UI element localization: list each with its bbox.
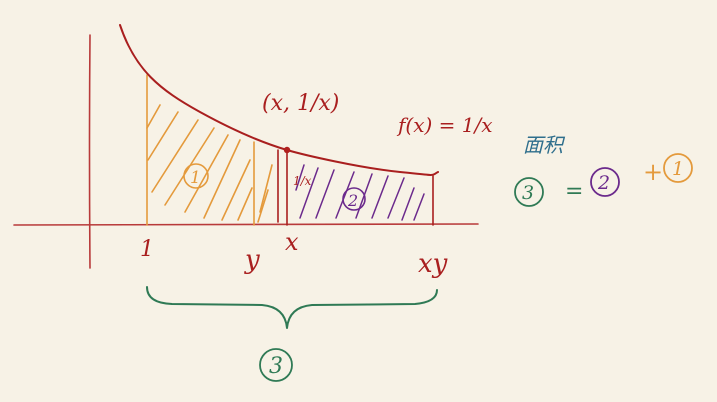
eq-plus: + [643, 158, 663, 186]
function-label: f(x) = 1/x [396, 113, 493, 137]
eq-region-1: 1 [672, 158, 684, 180]
x-tick-y: y [244, 245, 260, 275]
region-3-circle [259, 348, 293, 382]
region-2-circle [342, 187, 366, 211]
small-height-label: 1/x [293, 174, 312, 188]
region-1-hatch [146, 74, 273, 226]
axes [13, 34, 479, 269]
eq-region-3: 3 [522, 182, 534, 204]
curve-point [283, 146, 291, 154]
area-label: 面积 [523, 133, 566, 157]
eq-equals: = [565, 179, 583, 204]
region-2-label: 2 [347, 191, 358, 210]
y-axis [88, 34, 91, 269]
region-1-label: 1 [190, 168, 201, 188]
vertical-markers [277, 149, 434, 226]
x-tick-xy: xy [418, 249, 448, 279]
region-2-hatch [295, 164, 425, 221]
region-3-label: 3 [269, 354, 283, 379]
point-label: (x, 1/x) [262, 91, 339, 116]
eq-region-2: 2 [597, 172, 610, 194]
eq-region-1-circle [663, 153, 693, 183]
eq-region-2-circle [590, 167, 620, 197]
x-tick-1: 1 [140, 237, 154, 262]
region-1-circle [183, 163, 209, 189]
eq-region-3-circle [514, 177, 544, 207]
brace [146, 286, 438, 329]
x-tick-x: x [285, 228, 299, 256]
x-axis [13, 223, 479, 226]
